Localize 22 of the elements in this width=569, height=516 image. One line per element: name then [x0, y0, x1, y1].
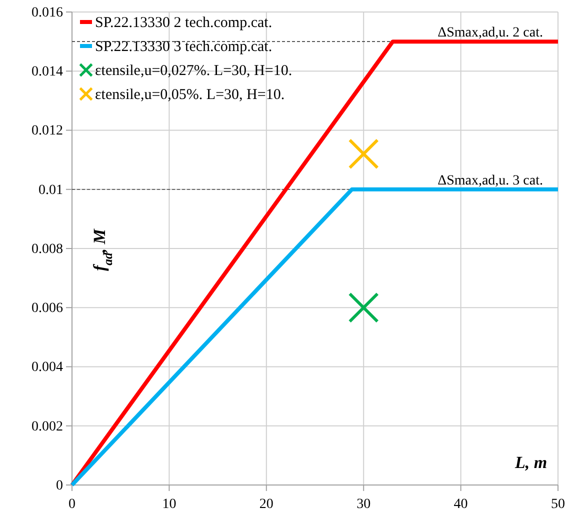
x-tick-label: 40 [454, 497, 468, 512]
y-tick-label: 0.006 [32, 301, 63, 316]
x-tick-label: 30 [356, 497, 371, 512]
y-tick-label: 0.01 [38, 182, 63, 198]
x-tick-label: 0 [68, 497, 76, 512]
y-tick-label: 0.014 [32, 64, 63, 80]
y-tick-label: 0.012 [32, 124, 63, 139]
y-tick-label: 0 [56, 478, 63, 494]
ref-line-label: ΔSmax,ad,u. 3 cat. [438, 173, 543, 188]
legend-label: εtensile,u=0,027%. L=30, H=10. [95, 63, 292, 79]
y-tick-label: 0.004 [32, 360, 63, 376]
y-tick-label: 0.016 [32, 5, 63, 20]
x-tick-label: 20 [259, 497, 274, 512]
y-tick-label: 0.008 [32, 242, 63, 257]
y-tick-label: 0.002 [32, 419, 63, 434]
legend-label: εtensile,u=0,05%. L=30, H=10. [95, 87, 285, 103]
x-tick-label: 50 [551, 497, 565, 512]
x-tick-label: 10 [162, 497, 176, 512]
legend-label: SP.22.13330 3 tech.comp.cat. [95, 39, 272, 55]
x-axis-title: L, m [514, 453, 548, 472]
legend-label: SP.22.13330 2 tech.comp.cat. [95, 15, 272, 31]
ref-line-label: ΔSmax,ad,u. 2 cat. [438, 26, 543, 41]
